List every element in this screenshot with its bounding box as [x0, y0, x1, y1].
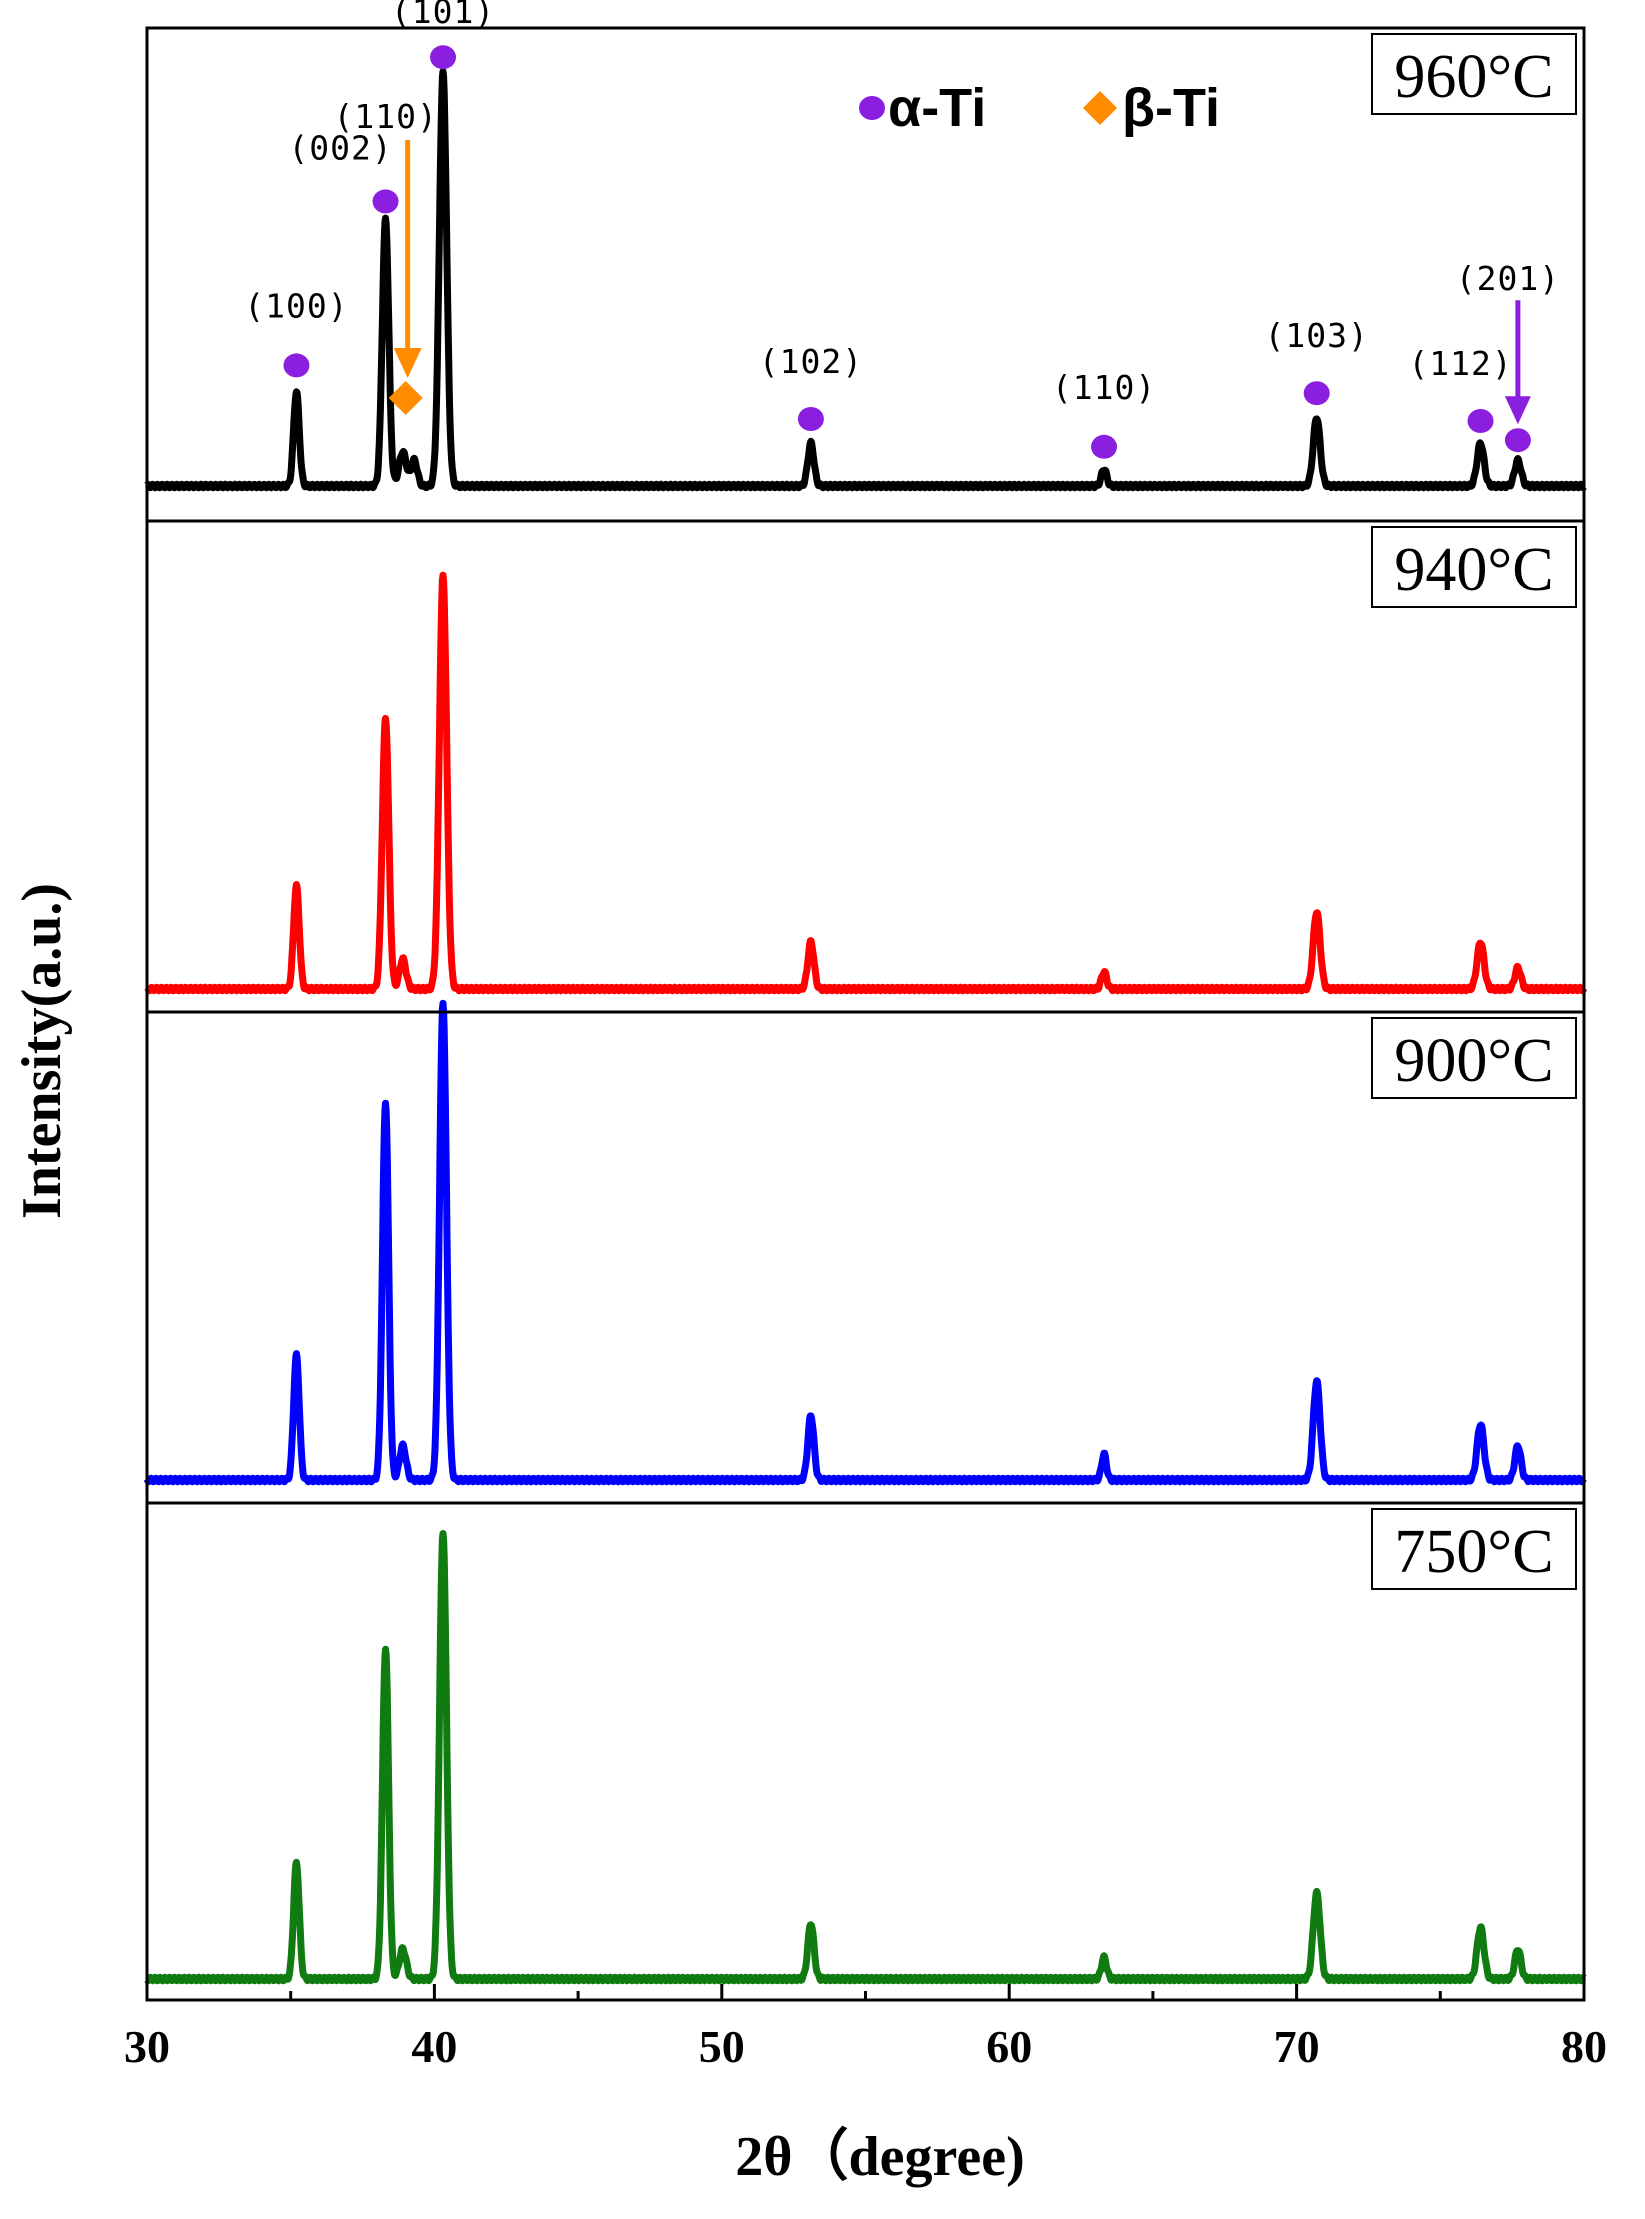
peak-annotation: (110)	[1052, 368, 1156, 459]
x-tick-label: 80	[1561, 2021, 1607, 2072]
alpha-ti-marker	[797, 407, 824, 431]
peak-annotation: (110)	[333, 97, 437, 415]
peak-annotation: (100)	[244, 286, 348, 378]
hkl-label: (100)	[244, 286, 348, 325]
legend-alpha-ti-marker	[859, 96, 885, 120]
temperature-label-box	[1371, 33, 1577, 115]
temperature-label: 960°C	[1394, 43, 1553, 111]
alpha-ti-marker	[1091, 434, 1118, 459]
legend: α-Ti β-Ti	[859, 78, 1220, 138]
panel-4: 750°C	[144, 1501, 1587, 1985]
peak-annotation: (002)	[288, 128, 399, 214]
temperature-label: 750°C	[1394, 1518, 1553, 1586]
series-line-900c	[143, 999, 1587, 1486]
alpha-ti-marker	[1504, 428, 1531, 453]
x-tick-label: 30	[124, 2021, 170, 2072]
legend-beta-ti-label: β-Ti	[1122, 78, 1220, 138]
hkl-label: (110)	[333, 97, 437, 136]
peak-annotation: (102)	[759, 342, 863, 431]
panel-1: 960°C	[144, 33, 1587, 492]
series-line-750c	[144, 1530, 1587, 1985]
panel-3: 900°C	[143, 999, 1587, 1486]
legend-beta-ti-marker	[1083, 91, 1117, 125]
peak-annotation: (103)	[1265, 316, 1369, 406]
alpha-ti-marker	[430, 45, 457, 70]
temperature-label-box	[1371, 526, 1577, 608]
x-tick-label: 50	[699, 2021, 745, 2072]
hkl-label: (002)	[288, 128, 392, 167]
beta-ti-marker	[388, 381, 423, 415]
series-line-940c	[144, 571, 1588, 995]
x-tick-label: 60	[986, 2021, 1032, 2072]
hkl-label: (110)	[1052, 368, 1156, 407]
x-tick-label: 40	[411, 2021, 457, 2072]
hkl-label: (201)	[1456, 259, 1560, 298]
beta-ti-arrowhead	[393, 348, 422, 378]
annotations: (100)(002)(110)(101)(102)(110)(103)(112)…	[244, 0, 1560, 459]
legend-alpha-ti-label: α-Ti	[888, 78, 986, 138]
alpha-ti-marker	[1303, 381, 1330, 406]
axes: 30 40 50 60 70 80	[124, 26, 1607, 2072]
x-tick-label: 70	[1274, 2021, 1320, 2072]
temperature-label-box	[1371, 1508, 1577, 1590]
temperature-label-box	[1371, 1017, 1577, 1099]
alpha-ti-marker	[283, 353, 310, 378]
hkl-label: (101)	[391, 0, 495, 31]
y-axis-title: Intensity(a.u.)	[11, 883, 73, 1219]
alpha-ti-arrowhead	[1504, 396, 1531, 425]
series-line-960c	[144, 68, 1587, 492]
hkl-label: (112)	[1408, 344, 1512, 383]
hkl-label: (103)	[1265, 316, 1369, 355]
alpha-ti-marker	[372, 189, 399, 214]
temperature-label: 940°C	[1394, 536, 1553, 604]
temperature-label: 900°C	[1394, 1027, 1553, 1095]
panels: 960°C 940°C 900°C 750°C	[143, 33, 1588, 1985]
x-axis-title: 2θ（degree)	[735, 2125, 1024, 2188]
peak-annotation: (101)	[391, 0, 495, 70]
peak-annotation: (201)	[1456, 259, 1560, 453]
hkl-label: (102)	[759, 342, 863, 381]
panel-2: 940°C	[144, 519, 1588, 995]
alpha-ti-marker	[1467, 409, 1494, 433]
peak-annotation: (112)	[1408, 344, 1512, 433]
